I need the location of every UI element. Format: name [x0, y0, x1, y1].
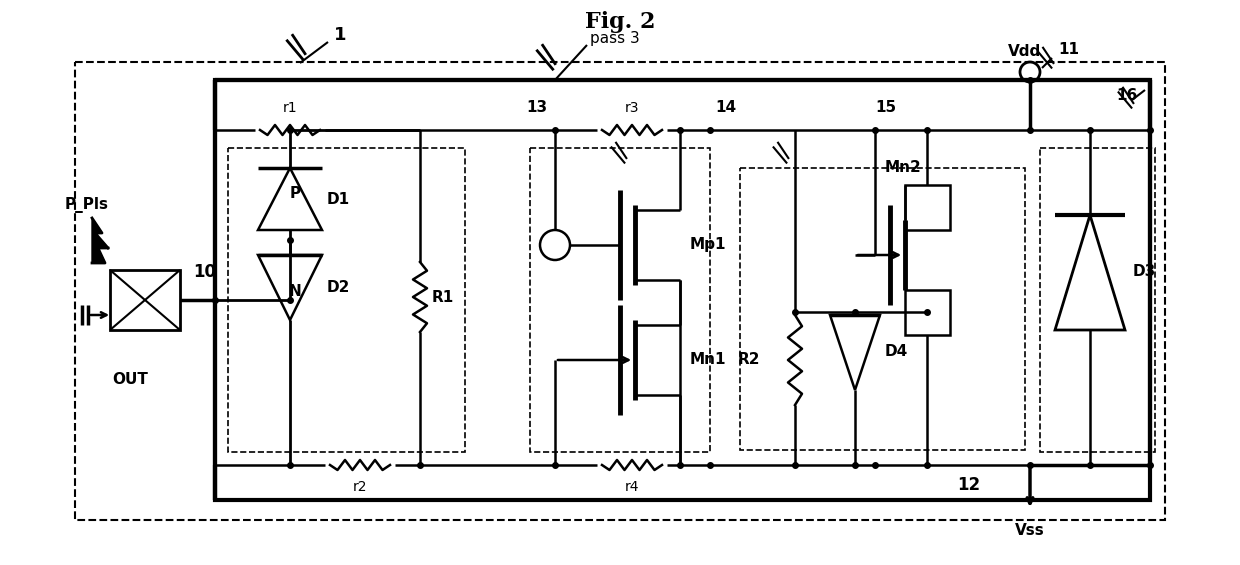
Text: r1: r1 — [283, 101, 298, 115]
Bar — [74, 62, 1166, 520]
Text: 10: 10 — [193, 263, 216, 281]
Bar — [529, 148, 711, 452]
Text: R1: R1 — [432, 289, 454, 305]
Bar — [215, 80, 1149, 500]
Text: 13: 13 — [526, 100, 547, 115]
Text: D4: D4 — [885, 345, 908, 359]
Text: 15: 15 — [875, 100, 897, 115]
Text: D3: D3 — [1133, 264, 1156, 280]
Text: D1: D1 — [327, 192, 350, 206]
Text: r4: r4 — [625, 480, 640, 494]
Bar — [228, 148, 465, 452]
Bar — [110, 270, 180, 330]
Text: Mn2: Mn2 — [885, 160, 921, 175]
Text: Vss: Vss — [1016, 523, 1045, 538]
Text: Mn1: Mn1 — [689, 353, 727, 367]
Text: 1: 1 — [334, 26, 346, 44]
Text: Mp1: Mp1 — [689, 237, 727, 253]
Text: N: N — [289, 285, 301, 299]
Bar — [905, 185, 950, 230]
Text: Fig. 2: Fig. 2 — [585, 11, 655, 33]
Bar — [905, 290, 950, 335]
Bar — [1040, 148, 1154, 452]
Text: r2: r2 — [352, 480, 367, 494]
Text: R2: R2 — [738, 353, 760, 367]
Text: P_Pls: P_Pls — [64, 197, 109, 213]
Text: pass 3: pass 3 — [590, 31, 640, 46]
Text: 14: 14 — [715, 100, 737, 115]
Text: 12: 12 — [957, 476, 980, 494]
Polygon shape — [92, 218, 108, 263]
Text: D2: D2 — [327, 280, 351, 294]
Text: Vdd: Vdd — [1008, 45, 1042, 59]
Bar — [740, 168, 1025, 450]
Text: 16: 16 — [1117, 88, 1138, 102]
Text: 11: 11 — [1058, 42, 1079, 58]
Text: P: P — [289, 186, 300, 202]
Text: OUT: OUT — [112, 372, 148, 388]
Text: r3: r3 — [625, 101, 640, 115]
